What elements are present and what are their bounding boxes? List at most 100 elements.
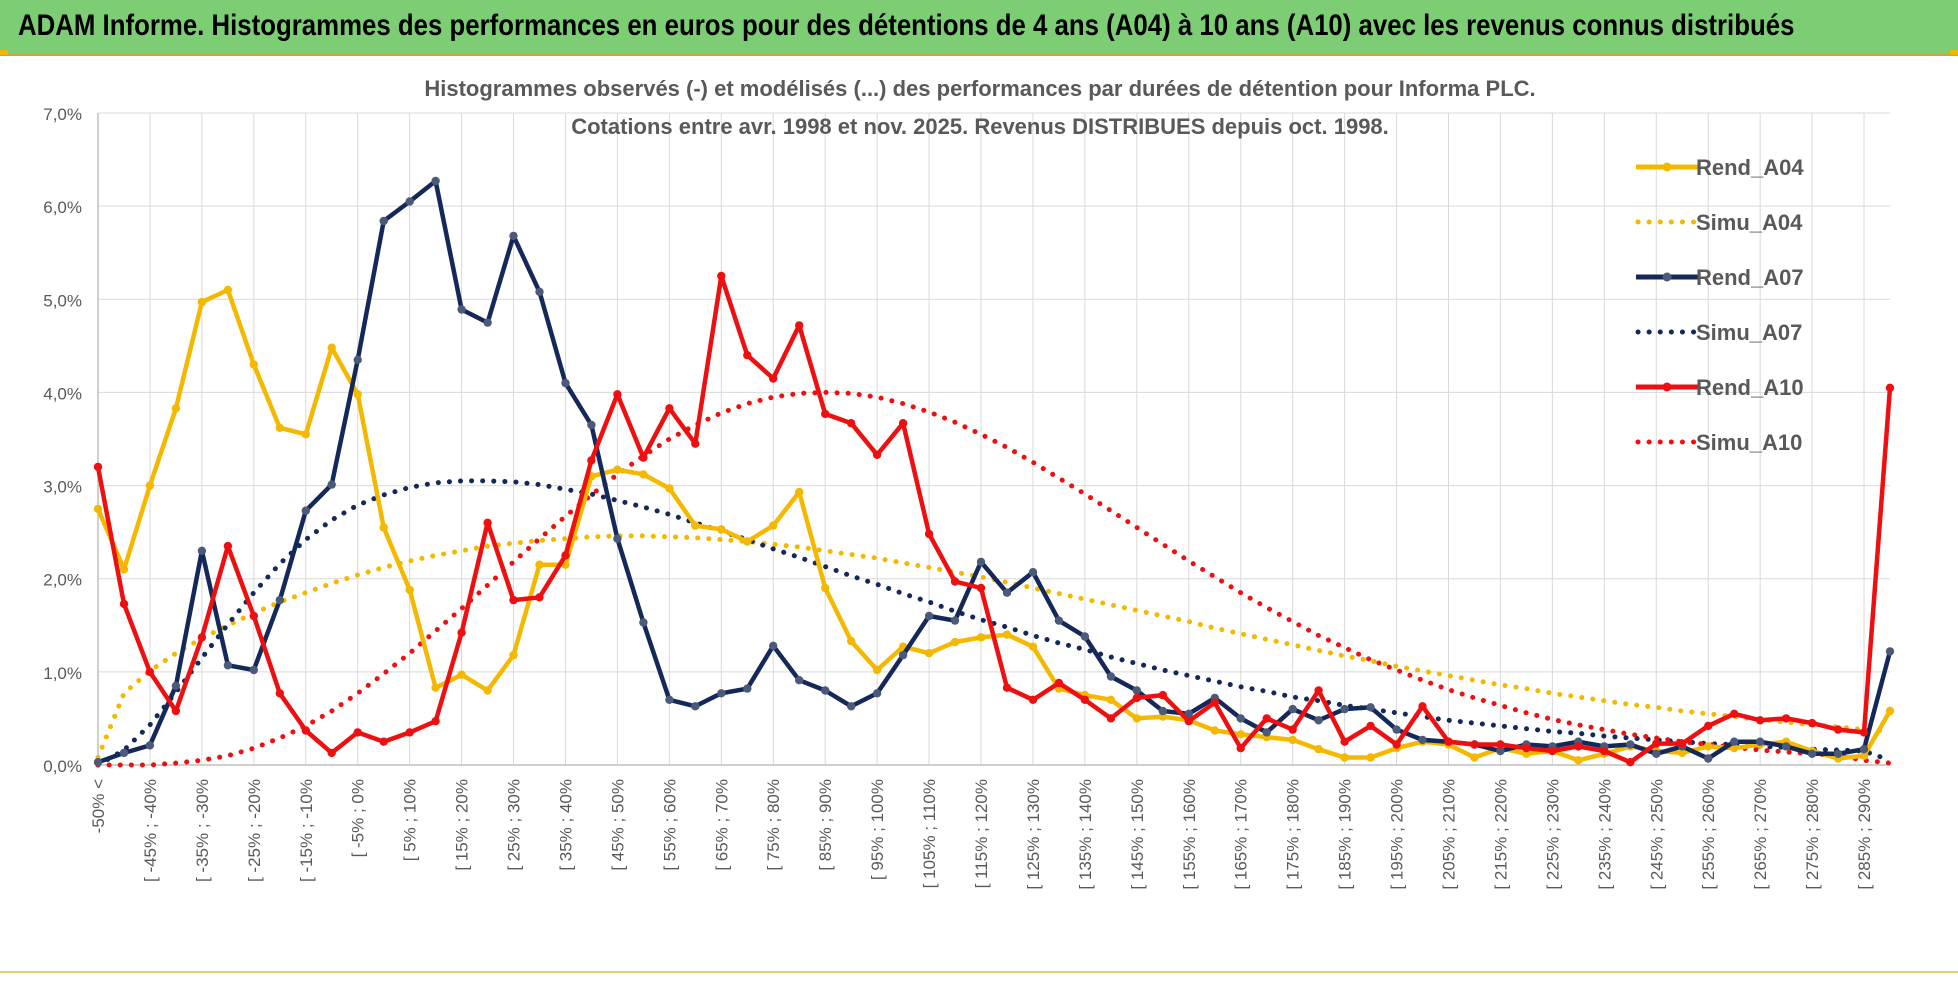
- x-tick-label: [ 265% ; 270%: [1751, 779, 1770, 890]
- series-rend-a04: [95, 287, 1892, 763]
- point-rend-a07: [1054, 616, 1064, 625]
- point-rend-a04: [275, 423, 284, 432]
- point-rend-a04: [924, 649, 934, 658]
- series-simu-a07: [95, 478, 1893, 768]
- x-tick-label: [ 135% ; 140%: [1076, 779, 1095, 890]
- point-rend-a07: [613, 534, 622, 543]
- x-tick-label: [ 155% ; 160%: [1180, 779, 1199, 890]
- point-rend-a10: [1028, 695, 1038, 704]
- x-tick-label: [ 85% ; 90%: [816, 779, 835, 871]
- legend-label-simu-a04: Simu_A04: [1696, 210, 1803, 235]
- point-rend-a04: [639, 470, 648, 479]
- point-rend-a10: [1262, 714, 1271, 723]
- point-rend-a07: [197, 546, 207, 555]
- legend-label-rend-a10: Rend_A10: [1696, 375, 1804, 400]
- point-rend-a10: [1210, 698, 1220, 707]
- point-rend-a04: [665, 484, 674, 493]
- point-rend-a10: [1885, 383, 1895, 392]
- point-rend-a07: [405, 197, 414, 206]
- point-rend-a04: [795, 487, 804, 497]
- point-rend-a10: [1859, 728, 1869, 737]
- legend-label-rend-a07: Rend_A07: [1696, 265, 1804, 290]
- legend-label-rend-a04: Rend_A04: [1696, 155, 1804, 180]
- point-rend-a04: [1885, 706, 1895, 716]
- point-rend-a04: [769, 521, 778, 530]
- point-rend-a10: [769, 374, 778, 383]
- x-tick-label: [ 145% ; 150%: [1128, 779, 1147, 890]
- series-rend-a10: [95, 273, 1893, 765]
- point-rend-a07: [1418, 735, 1427, 745]
- legend-marker-rend-a10: [1662, 382, 1672, 392]
- point-rend-a04: [535, 560, 544, 569]
- chart-title: Histogrammes observés (-) et modélisés (…: [424, 76, 1535, 101]
- y-tick-label: 7,0%: [43, 105, 82, 124]
- point-rend-a10: [1444, 737, 1453, 746]
- point-rend-a10: [1574, 742, 1583, 751]
- point-rend-a04: [1704, 742, 1713, 751]
- x-tick-label: [ 205% ; 210%: [1439, 779, 1458, 890]
- point-rend-a07: [483, 318, 492, 327]
- point-rend-a04: [1470, 753, 1479, 762]
- point-rend-a07: [717, 689, 726, 698]
- point-rend-a10: [1184, 717, 1194, 726]
- point-rend-a04: [1236, 730, 1245, 739]
- point-rend-a04: [1028, 642, 1038, 651]
- point-rend-a10: [223, 541, 233, 551]
- point-rend-a07: [119, 748, 129, 758]
- point-rend-a10: [1652, 739, 1661, 748]
- x-tick-label: [ 165% ; 170%: [1232, 779, 1251, 890]
- point-rend-a10: [249, 611, 258, 621]
- point-rend-a07: [1704, 754, 1713, 763]
- point-rend-a04: [1288, 735, 1297, 745]
- point-rend-a07: [145, 741, 155, 750]
- y-tick-label: 6,0%: [43, 198, 82, 217]
- point-rend-a07: [691, 702, 700, 711]
- series-rend-a07: [97, 178, 1893, 765]
- point-rend-a07: [457, 305, 466, 314]
- point-rend-a04: [872, 665, 882, 675]
- x-tick-label: [ 175% ; 180%: [1284, 779, 1303, 890]
- point-rend-a07: [976, 557, 986, 567]
- point-rend-a07: [924, 611, 934, 621]
- x-tick-label: -50% <: [89, 779, 108, 833]
- point-rend-a10: [639, 453, 648, 462]
- corner-mark: [0, 50, 8, 55]
- point-rend-a10: [743, 351, 752, 360]
- point-rend-a04: [483, 686, 492, 695]
- chart-gridlines: [97, 112, 1890, 766]
- point-rend-a10: [1158, 690, 1168, 700]
- point-rend-a10: [457, 628, 466, 637]
- point-rend-a07: [1236, 714, 1245, 723]
- point-rend-a07: [1859, 745, 1869, 754]
- point-rend-a04: [379, 523, 388, 532]
- x-tick-label: [ -25% ; -20%: [245, 779, 264, 882]
- point-rend-a04: [431, 683, 440, 692]
- point-rend-a04: [405, 585, 414, 595]
- point-rend-a10: [898, 419, 908, 428]
- y-tick-label: 0,0%: [43, 757, 82, 776]
- point-rend-a07: [301, 506, 310, 515]
- point-rend-a07: [1106, 672, 1116, 681]
- point-rend-a10: [950, 577, 960, 586]
- report-title: ADAM Informe. Histogrammes des performan…: [18, 9, 1795, 42]
- point-rend-a10: [1755, 716, 1765, 725]
- x-tick-label: [ 225% ; 230%: [1543, 779, 1562, 890]
- point-rend-a07: [171, 681, 181, 690]
- point-rend-a10: [561, 551, 570, 560]
- point-rend-a10: [613, 390, 622, 399]
- point-rend-a04: [743, 537, 752, 546]
- point-rend-a10: [1522, 744, 1531, 753]
- point-rend-a10: [119, 599, 129, 609]
- point-rend-a10: [327, 748, 336, 758]
- point-rend-a10: [665, 404, 674, 413]
- point-rend-a04: [1002, 630, 1012, 639]
- x-tick-label: [ 25% ; 30%: [505, 779, 524, 871]
- point-rend-a04: [327, 343, 336, 352]
- point-rend-a07: [1781, 742, 1791, 751]
- point-rend-a07: [275, 595, 284, 605]
- x-tick-label: [ 235% ; 240%: [1595, 779, 1614, 890]
- x-tick-label: [ 45% ; 50%: [608, 779, 627, 871]
- x-tick-label: [ -45% ; -40%: [141, 779, 160, 882]
- point-rend-a07: [327, 480, 336, 489]
- point-rend-a10: [1730, 709, 1739, 718]
